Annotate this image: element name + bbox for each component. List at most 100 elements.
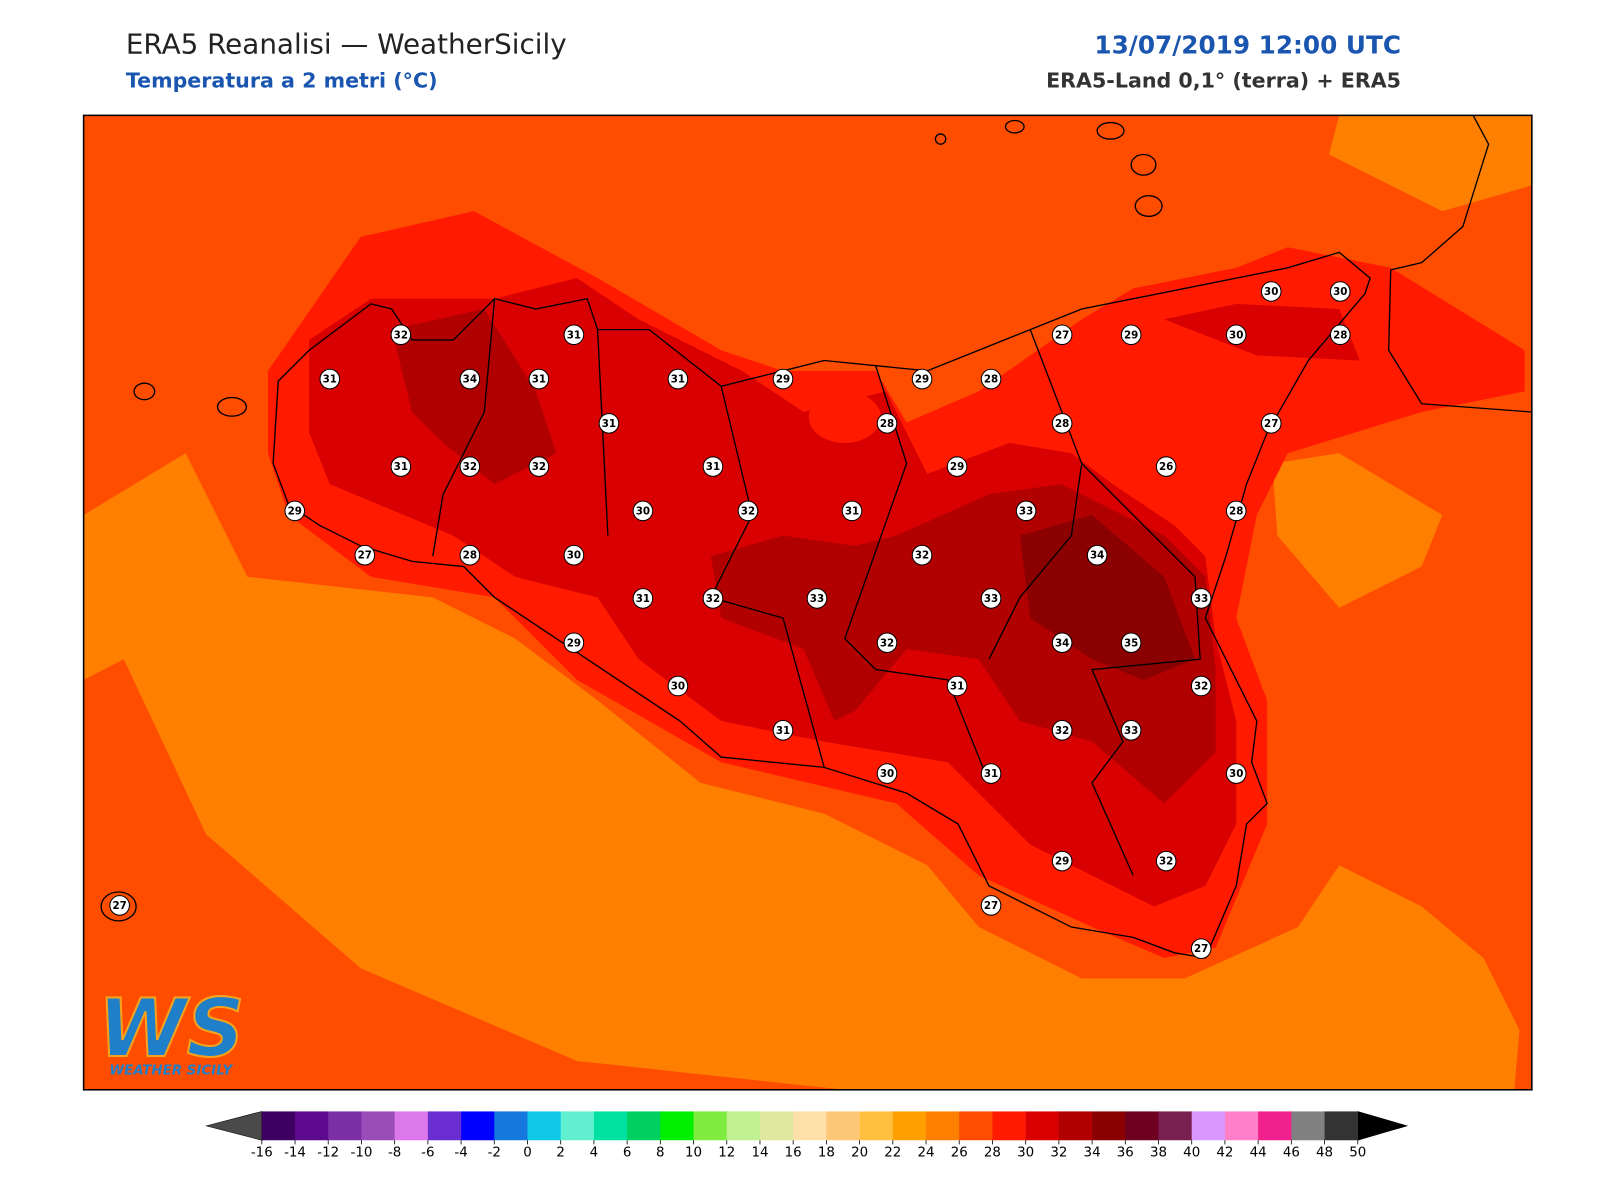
colorbar-tick-label: 50	[1349, 1146, 1366, 1161]
station-marker	[563, 544, 585, 566]
band-24-26	[83, 453, 1520, 1090]
stations: 32 31 31 34 31 31 29 31 31 32 32 31 29 30 32 31 27 28 30 31…	[109, 281, 1351, 959]
colorbar-tick-label: 30	[1017, 1146, 1034, 1161]
station-value: 29	[1055, 856, 1069, 868]
colorbar-tick-label: 36	[1117, 1146, 1134, 1161]
station-marker	[876, 763, 898, 784]
datetime: 13/07/2019 12:00 UTC	[1094, 31, 1401, 60]
colorbar-tick-label: 26	[951, 1146, 968, 1161]
colorbar-segment	[1258, 1111, 1292, 1141]
island	[1004, 119, 1025, 134]
colorbar-tick-label: -14	[284, 1146, 306, 1161]
island	[1130, 153, 1157, 176]
station-marker	[459, 456, 481, 477]
colorbar-tick-label: 48	[1316, 1146, 1333, 1161]
colorbar-tick-label: 6	[623, 1146, 632, 1161]
band-32-34	[391, 309, 557, 485]
station-value: 31	[950, 681, 964, 693]
colorbar-segment	[361, 1111, 395, 1141]
station-marker	[459, 368, 481, 390]
colorbar-segment	[1224, 1111, 1259, 1141]
band-24-26	[1272, 453, 1443, 608]
station-marker	[1086, 544, 1108, 566]
station-marker	[1120, 720, 1142, 741]
station-marker	[1051, 720, 1073, 741]
colorbar-tick-label: 24	[918, 1146, 935, 1161]
colorbar-tick-label: 14	[751, 1146, 768, 1161]
colorbar-segment	[826, 1111, 860, 1141]
station-value: 32	[1159, 856, 1173, 868]
colorbar-tick-label: 22	[884, 1146, 901, 1161]
station-marker	[702, 588, 724, 609]
station-value: 30	[1229, 768, 1243, 780]
station-marker	[667, 368, 689, 390]
station-value: 30	[671, 681, 685, 693]
station-value: 28	[880, 418, 894, 430]
colorbar-tick-label: 44	[1250, 1146, 1267, 1161]
logo-name: WEATHER SICILY	[109, 1063, 233, 1078]
colorbar-segment	[1025, 1111, 1060, 1141]
station-value: 31	[984, 768, 998, 780]
station-marker	[772, 368, 794, 390]
colorbar-segment	[1125, 1111, 1159, 1141]
logo: WS WEATHER SICILY	[97, 980, 246, 1079]
colorbar-segment	[793, 1111, 827, 1141]
colorbar-tick-label: 46	[1283, 1146, 1300, 1161]
colorbar: -16 -14 -12 -10 -8 -6 -4 -2 0 2 4 6 8 10 12 14 16 18 20 22 2…	[205, 1111, 1409, 1161]
station-marker	[1329, 324, 1351, 346]
station-value: 31	[636, 593, 650, 605]
colorbar-segment	[560, 1111, 595, 1141]
colorbar-tick-label: -8	[388, 1146, 401, 1161]
station-marker	[1329, 281, 1351, 302]
station-marker	[1155, 850, 1177, 872]
station-value: 30	[880, 768, 894, 780]
colorbar-tick-label: 20	[851, 1146, 868, 1161]
colorbar-segment	[593, 1111, 628, 1141]
island	[216, 396, 248, 417]
station-value: 32	[741, 505, 755, 517]
colorbar-under	[205, 1111, 263, 1141]
colorbar-segment	[726, 1111, 761, 1141]
station-marker	[1155, 456, 1177, 477]
station-value: 28	[1055, 418, 1069, 430]
station-marker	[1260, 281, 1282, 302]
station-marker	[459, 544, 481, 566]
station-marker	[702, 456, 724, 477]
station-marker	[1051, 850, 1073, 872]
station-value: 27	[112, 900, 126, 912]
source: ERA5-Land 0,1° (terra) + ERA5	[1046, 69, 1401, 93]
map-area: 32 31 31 34 31 31 29 31 31 32 32 31 29 30 32 31 27 28 30 31…	[82, 114, 1533, 1091]
station-value: 32	[1194, 681, 1208, 693]
station-value: 26	[1159, 461, 1173, 473]
station-value: 27	[358, 550, 372, 562]
colorbar-segment	[261, 1111, 296, 1141]
station-value: 28	[1333, 329, 1347, 341]
station-marker	[528, 368, 550, 390]
station-marker	[632, 588, 654, 609]
station-marker	[1051, 324, 1073, 346]
station-value: 31	[394, 461, 408, 473]
station-marker	[563, 324, 585, 346]
station-marker	[980, 763, 1002, 784]
station-marker	[980, 368, 1002, 390]
colorbar-segment	[759, 1111, 794, 1141]
station-marker	[946, 675, 968, 697]
colorbar-tick-label: -10	[351, 1146, 373, 1161]
colorbar-over	[1357, 1111, 1409, 1141]
station-marker	[1120, 324, 1142, 346]
colorbar-segment	[1291, 1111, 1325, 1141]
colorbar-segment	[527, 1111, 562, 1141]
colorbar-tick-label: 28	[984, 1146, 1001, 1161]
coastline	[1387, 115, 1532, 413]
station-marker	[876, 413, 898, 434]
colorbar-segment	[394, 1111, 429, 1141]
station-value: 28	[984, 374, 998, 386]
station-marker	[1260, 413, 1282, 434]
station-value: 31	[323, 374, 337, 386]
station-value: 27	[1264, 418, 1278, 430]
station-marker	[354, 544, 376, 566]
colorbar-tick-label: -6	[421, 1146, 434, 1161]
island	[133, 382, 156, 401]
colorbar-tick-label: 18	[818, 1146, 835, 1161]
colorbar-segment	[1092, 1111, 1126, 1141]
